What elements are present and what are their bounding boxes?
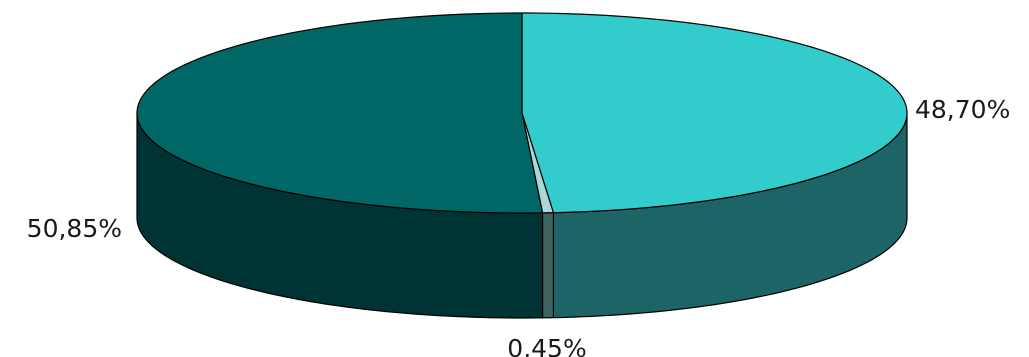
data-label-slice-3: 50,85%: [27, 214, 122, 243]
data-label-slice-2: 0,45%: [507, 334, 586, 357]
pie-slice-top-1: [521, 12, 908, 214]
pie-slice-top-3: [136, 12, 544, 214]
pie-slice-side-2: [541, 212, 555, 319]
data-label-slice-1: 48,70%: [915, 95, 1010, 124]
pie-tops: [136, 12, 908, 214]
pie-labels: 48,70% 0,45% 50,85%: [27, 95, 1011, 357]
